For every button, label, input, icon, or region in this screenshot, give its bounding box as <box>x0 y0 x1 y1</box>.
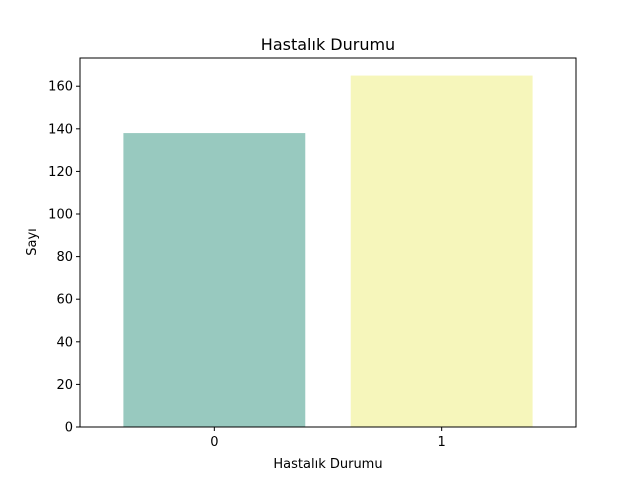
x-axis-label: Hastalık Durumu <box>273 457 382 472</box>
bars-group <box>123 75 533 428</box>
y-tick-label: 0 <box>65 421 73 436</box>
bar-1 <box>350 75 533 428</box>
y-tick-label: 20 <box>56 378 73 393</box>
y-tick-label: 60 <box>56 293 73 308</box>
plot-frame <box>79 57 577 428</box>
x-tick-label: 0 <box>210 435 218 450</box>
y-tick-label: 160 <box>48 80 73 95</box>
x-tick-label: 1 <box>438 435 446 450</box>
bar-0 <box>123 133 306 427</box>
chart-title: Hastalık Durumu <box>261 35 395 54</box>
y-tick-label: 100 <box>48 208 73 223</box>
y-tick-label: 140 <box>48 122 73 137</box>
y-axis-label: Sayı <box>25 228 40 256</box>
y-tick-label: 80 <box>56 250 73 265</box>
y-tick-label: 40 <box>56 335 73 350</box>
y-axis-ticks: 0 20 40 60 80 100 120 140 160 <box>48 80 80 436</box>
y-tick-label: 120 <box>48 165 73 180</box>
